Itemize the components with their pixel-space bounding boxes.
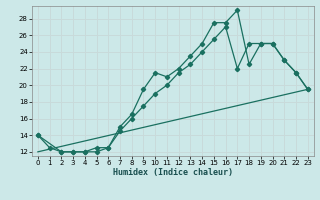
X-axis label: Humidex (Indice chaleur): Humidex (Indice chaleur) <box>113 168 233 177</box>
